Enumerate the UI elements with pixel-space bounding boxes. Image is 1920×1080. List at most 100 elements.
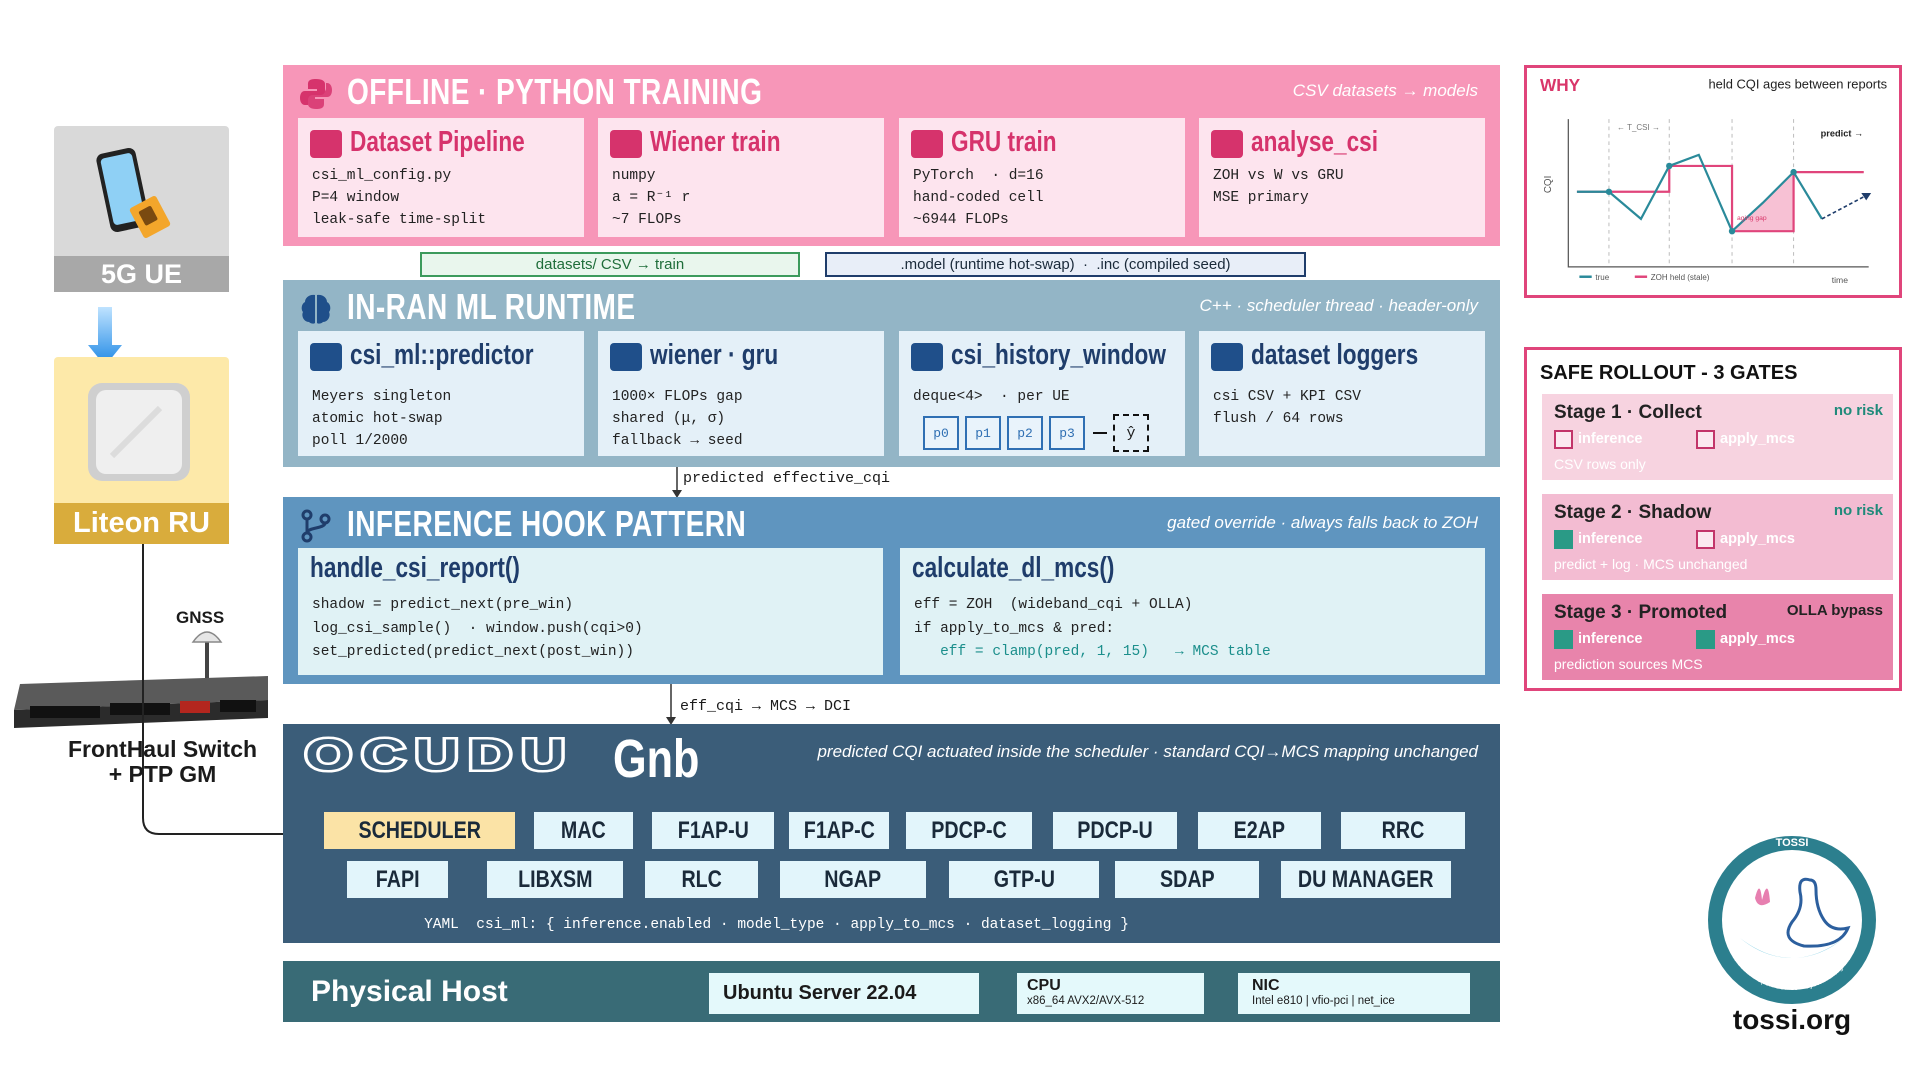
code-line: Meyers singleton: [312, 389, 452, 405]
switch-label-line: + PTP GM: [108, 761, 217, 787]
code-line: hand-coded cell: [913, 190, 1044, 206]
module-label: RRC: [1381, 816, 1425, 844]
prediction-slot: ŷ: [1113, 414, 1149, 452]
module-box: DU MANAGER: [1281, 861, 1451, 898]
card-icon: [310, 343, 342, 371]
card-icon: [610, 130, 642, 158]
module-label: E2AP: [1233, 816, 1286, 844]
nic-detail: Intel e810 | vfio-pci | net_ice: [1252, 995, 1395, 1007]
card-title: analyse_csi: [1251, 126, 1379, 158]
window-arrow: [1093, 432, 1107, 434]
card: dataset loggers csi CSV + KPI CSV flush / …: [1199, 331, 1485, 456]
card: Dataset Pipeline csi_ml_config.py P=4 wind…: [298, 118, 584, 237]
code-line: ~6944 FLOPs: [913, 212, 1009, 228]
checkbox-label: inference: [1578, 631, 1643, 647]
module-box: NGAP: [780, 861, 926, 898]
window-slot: p3: [1049, 416, 1085, 450]
card: calculate_dl_mcs() eff = ZOH (wideband_cq…: [900, 548, 1485, 675]
runtime-panel: IN-RAN ML RUNTIME C++ · scheduler thread…: [283, 280, 1500, 467]
site-label: tossi.org: [1732, 1004, 1852, 1035]
nic-name: NIC: [1252, 977, 1280, 994]
logo-lotus: [1755, 888, 1770, 906]
card-icon: [911, 130, 943, 158]
why-panel: WHY held CQI ages between reports CQI ← …: [1524, 65, 1902, 298]
code-line: deque<4> · per UE: [913, 389, 1070, 405]
module-box: E2AP: [1198, 812, 1321, 849]
card-title: GRU train: [951, 126, 1057, 158]
code-line: 1000× FLOPs gap: [612, 389, 743, 405]
checkbox: [1696, 630, 1715, 649]
x-axis-label: time: [1832, 275, 1848, 285]
connector-label: eff_cqi → MCS → DCI: [680, 698, 852, 715]
offline-panel: OFFLINE · PYTHON TRAINING CSV datasets →…: [283, 65, 1500, 246]
stage-title: Stage 3 · Promoted: [1554, 602, 1728, 623]
why-sketch: WHY held CQI ages between reports CQI ← …: [1540, 75, 1887, 285]
module-label: DU MANAGER: [1298, 865, 1434, 893]
checkbox-label: inference: [1578, 431, 1643, 447]
card-icon: [310, 130, 342, 158]
logo-water: [1740, 938, 1844, 958]
checkbox: [1696, 430, 1715, 449]
module-label: SCHEDULER: [358, 816, 481, 844]
module-box: PDCP-C: [906, 812, 1032, 849]
card-title: Wiener train: [650, 126, 781, 158]
stage-badge: no risk: [1833, 502, 1883, 519]
card-icon: [1211, 343, 1243, 371]
stage-note: predict + log · MCS unchanged: [1554, 556, 1748, 572]
code-line: leak-safe time-split: [312, 212, 487, 228]
code-line: ZOH vs W vs GRU: [1213, 168, 1344, 184]
card: analyse_csi ZOH vs W vs GRU MSE primary: [1199, 118, 1485, 237]
panel-title: INFERENCE HOOK PATTERN: [347, 503, 747, 544]
module-label: LIBXSM: [517, 865, 593, 893]
code-line: flush / 64 rows: [1213, 411, 1344, 427]
module-box: F1AP-C: [789, 812, 889, 849]
host-panel: Physical Host Ubuntu Server 22.04 CPU x8…: [283, 961, 1500, 1022]
code-line: eff = ZOH (wideband_cqi + OLLA): [914, 597, 1193, 613]
code-line: PyTorch · d=16: [913, 168, 1044, 184]
code-line: eff = clamp(pred, 1, 15) → MCS table: [914, 644, 1271, 660]
logo-swan: [1786, 877, 1851, 948]
module-label: PDCP-U: [1077, 816, 1153, 844]
panel-title: OFFLINE · PYTHON TRAINING: [347, 71, 763, 112]
report-dots: [1605, 162, 1797, 235]
true-line: [1576, 153, 1823, 234]
ue-label: 5G UE: [100, 258, 183, 289]
module-box: SCHEDULER: [324, 812, 515, 849]
checkbox-label: apply_mcs: [1720, 631, 1795, 647]
code-block: Meyers singleton atomic hot-swap poll 1/20…: [312, 386, 451, 452]
code-line: P=4 window: [312, 190, 400, 206]
module-box: PDCP-U: [1053, 812, 1177, 849]
card: handle_csi_report() shadow = predict_next…: [298, 548, 883, 675]
aging-gap-area: [1732, 172, 1794, 232]
report-markers: [1608, 119, 1795, 267]
connector-head: [666, 717, 676, 725]
config-text: YAML csi_ml: { inference.enabled · model…: [424, 917, 1129, 933]
module-label: F1AP-U: [677, 816, 749, 844]
module-box: RRC: [1341, 812, 1465, 849]
code-line: csi_ml_config.py: [312, 168, 452, 184]
panel-note: C++ · scheduler thread · header-only: [1199, 296, 1478, 315]
cpu-box: CPU x86_64 AVX2/AVX-512: [1017, 973, 1204, 1014]
checkbox-label: apply_mcs: [1720, 431, 1795, 447]
python-icon: [300, 79, 332, 109]
legend-label: true: [1595, 273, 1609, 282]
card-title: wiener · gru: [650, 339, 779, 371]
module-label: PDCP-C: [931, 816, 1007, 844]
code-line: numpy: [612, 168, 656, 184]
module-label: MAC: [561, 816, 606, 844]
window-slot: p2: [1007, 416, 1043, 450]
gnss-label: GNSS: [176, 608, 225, 627]
panel-note: CSV datasets → models: [1292, 81, 1478, 100]
stage-note: prediction sources MCS: [1554, 656, 1703, 672]
module-label: SDAP: [1159, 865, 1215, 893]
predict-label: predict →: [1821, 128, 1864, 138]
module-label: GTP-U: [993, 865, 1055, 893]
predict-head: [1861, 193, 1872, 201]
module-box: SDAP: [1115, 861, 1259, 898]
module-label: F1AP-C: [803, 816, 875, 844]
ru-label: Liteon RU: [73, 507, 210, 539]
ru-band: [54, 503, 229, 544]
axes: [1567, 119, 1869, 268]
legend-label: ZOH held (stale): [1651, 273, 1710, 282]
